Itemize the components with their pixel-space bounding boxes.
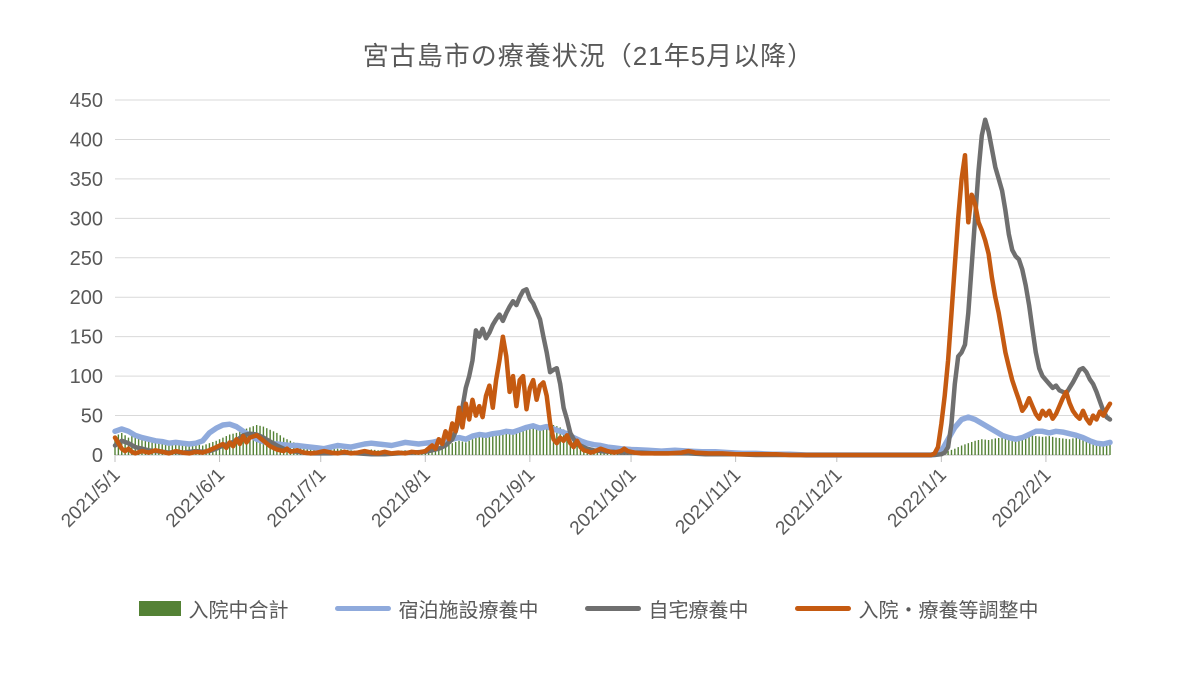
- svg-text:0: 0: [92, 445, 103, 467]
- legend-label: 入院中合計: [188, 600, 289, 622]
- line-swatch-icon: [794, 606, 851, 611]
- chart-legend: 入院中合計 宿泊施設療養中 自宅療養中 入院・療養等調整中: [0, 594, 1177, 623]
- legend-label: 宿泊施設療養中: [398, 600, 539, 622]
- svg-text:450: 450: [70, 90, 103, 112]
- svg-text:2021/5/1: 2021/5/1: [57, 465, 124, 532]
- svg-text:2021/8/1: 2021/8/1: [368, 465, 435, 532]
- svg-text:50: 50: [81, 406, 103, 428]
- svg-text:200: 200: [70, 287, 103, 309]
- chart-title: 宮古島市の療養状況（21年5月以降）: [362, 41, 815, 71]
- svg-text:2022/1/1: 2022/1/1: [884, 465, 951, 532]
- legend-item-adjusting: 入院・療養等調整中: [794, 594, 1039, 623]
- svg-text:250: 250: [70, 248, 103, 270]
- svg-text:100: 100: [70, 366, 103, 388]
- legend-item-home-care: 自宅療養中: [584, 594, 749, 623]
- svg-text:150: 150: [70, 327, 103, 349]
- legend-item-hospitalized: 入院中合計: [138, 594, 289, 623]
- bar-swatch-icon: [138, 601, 181, 616]
- legend-label: 自宅療養中: [648, 600, 749, 622]
- line-swatch-icon: [584, 606, 641, 611]
- svg-text:2021/10/1: 2021/10/1: [566, 465, 641, 540]
- svg-text:2021/11/1: 2021/11/1: [672, 465, 746, 539]
- legend-label: 入院・療養等調整中: [858, 600, 1039, 622]
- svg-text:2021/6/1: 2021/6/1: [162, 465, 229, 532]
- svg-text:400: 400: [70, 129, 103, 151]
- svg-text:350: 350: [70, 169, 103, 191]
- svg-text:2022/2/1: 2022/2/1: [988, 465, 1055, 532]
- svg-text:2021/9/1: 2021/9/1: [472, 465, 539, 532]
- line-swatch-icon: [334, 606, 391, 611]
- svg-text:300: 300: [70, 208, 103, 230]
- svg-text:2021/12/1: 2021/12/1: [772, 465, 847, 540]
- legend-item-accommodation: 宿泊施設療養中: [334, 594, 539, 623]
- svg-text:2021/7/1: 2021/7/1: [263, 465, 330, 532]
